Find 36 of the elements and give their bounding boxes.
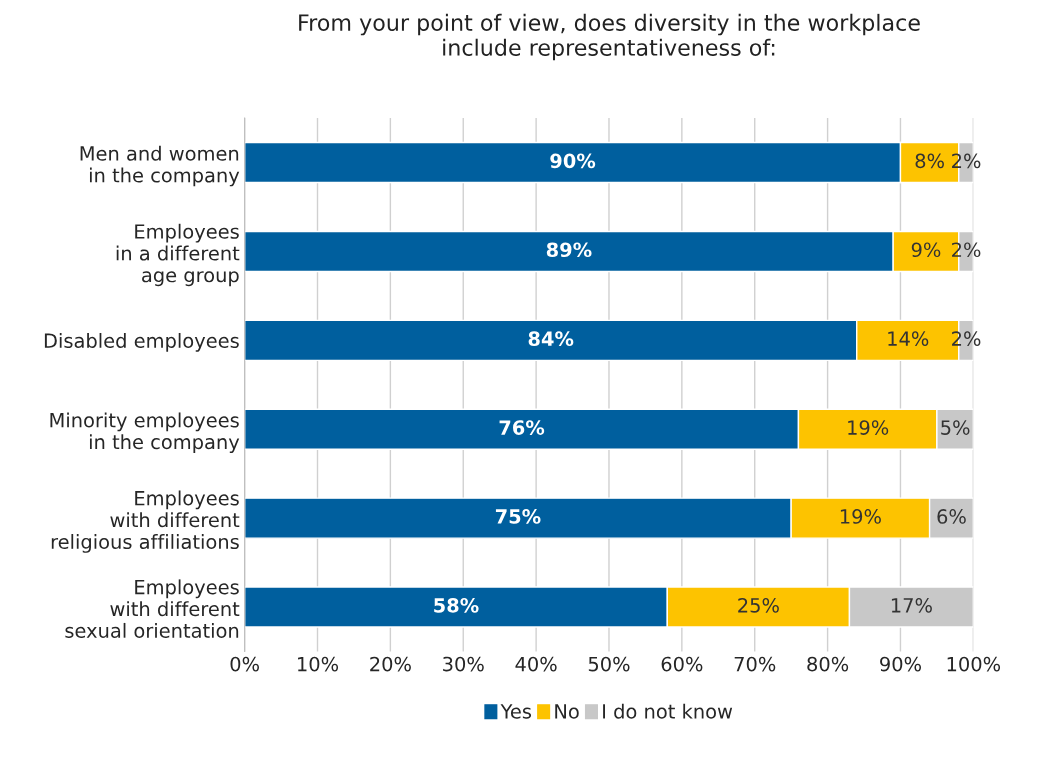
data-label: 25% xyxy=(738,597,779,613)
data-label: 9% xyxy=(911,242,941,258)
y-tick-label: Employees with different sexual orientation xyxy=(65,579,240,638)
x-tick-label: 0% xyxy=(230,656,259,672)
legend-label: Yes xyxy=(500,704,532,719)
data-label: 6% xyxy=(937,509,966,524)
y-tick-label: Minority employees in the company xyxy=(50,412,240,454)
y-tick-label: Employees with different religious affiliations xyxy=(51,490,240,553)
data-label: 58% xyxy=(434,597,479,613)
data-label: 76% xyxy=(499,420,545,435)
data-label: 89% xyxy=(546,242,592,258)
legend-label: No xyxy=(555,704,579,719)
data-label: 19% xyxy=(840,509,881,524)
data-label: 90% xyxy=(550,153,596,169)
data-label: 75% xyxy=(495,509,541,524)
chart-title: From your point of view, does diversity in the workplace include representativeness of: xyxy=(299,13,920,61)
y-tick-label: Men and women in the company xyxy=(80,145,240,187)
data-label: 19% xyxy=(848,420,889,435)
data-label: 17% xyxy=(891,597,932,613)
x-tick-label: 70% xyxy=(734,656,776,672)
x-tick-label: 90% xyxy=(880,656,921,672)
y-tick-label: Employees in a different age group xyxy=(116,223,240,287)
x-tick-label: 40% xyxy=(515,656,557,672)
x-tick-label: 60% xyxy=(661,656,703,672)
legend-label: I do not know xyxy=(603,703,733,719)
data-label: 14% xyxy=(888,331,929,346)
x-tick-label: 80% xyxy=(807,656,849,672)
data-label: 5% xyxy=(941,420,970,435)
data-label: 8% xyxy=(915,153,944,169)
y-tick-label: Disabled employees xyxy=(44,332,239,352)
data-label: 84% xyxy=(528,331,574,346)
x-tick-label: 50% xyxy=(588,656,630,672)
x-tick-label: 30% xyxy=(443,656,484,672)
x-tick-label: 10% xyxy=(298,656,339,672)
x-tick-label: 100% xyxy=(947,656,1001,672)
x-tick-label: 20% xyxy=(370,656,411,672)
